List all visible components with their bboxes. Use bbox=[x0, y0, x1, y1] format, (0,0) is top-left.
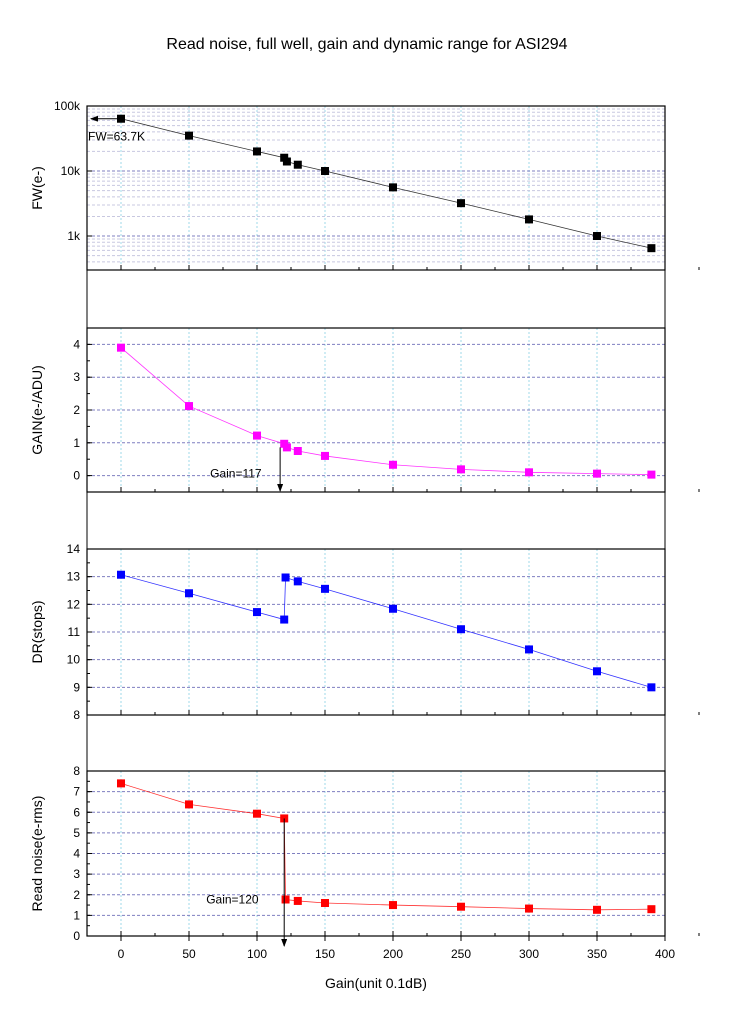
data-point bbox=[282, 157, 291, 166]
data-point bbox=[253, 608, 261, 617]
data-point bbox=[253, 809, 261, 818]
data-point bbox=[457, 625, 465, 634]
x-tick-label: 200 bbox=[383, 947, 403, 961]
data-point bbox=[525, 904, 533, 913]
x-axis-label: Gain(unit 0.1dB) bbox=[325, 975, 427, 991]
y-axis-label: FW(e-) bbox=[29, 166, 45, 210]
y-tick-label: 0 bbox=[73, 469, 80, 483]
y-tick-label: 1 bbox=[73, 436, 80, 450]
y-tick-label: 6 bbox=[73, 805, 80, 819]
data-point bbox=[282, 443, 291, 452]
series-line bbox=[120, 118, 652, 249]
data-point bbox=[253, 147, 261, 156]
data-point bbox=[457, 465, 465, 474]
data-point bbox=[293, 160, 302, 169]
data-point bbox=[593, 232, 601, 241]
data-point bbox=[321, 584, 329, 593]
y-tick-label: 2 bbox=[73, 888, 80, 902]
y-tick-label: 1 bbox=[73, 908, 80, 922]
plot-area: 1k10k100kFW(e-)FW=63.7K01234GAIN(e-/ADU)… bbox=[29, 99, 700, 961]
data-point bbox=[321, 451, 329, 460]
y-tick-label: 4 bbox=[73, 337, 80, 351]
x-tick-label: 150 bbox=[315, 947, 335, 961]
panel-frame bbox=[86, 327, 666, 493]
data-point bbox=[280, 615, 289, 624]
chart-title: Read noise, full well, gain and dynamic … bbox=[166, 36, 567, 53]
data-point bbox=[185, 589, 193, 598]
y-axis-label: GAIN(e-/ADU) bbox=[29, 365, 45, 454]
data-point bbox=[457, 902, 465, 911]
data-point bbox=[117, 779, 125, 788]
y-tick-label: 3 bbox=[73, 867, 80, 881]
y-tick-label: 8 bbox=[73, 764, 80, 778]
annotation-label: Gain=117 bbox=[210, 466, 262, 480]
data-point bbox=[647, 470, 656, 479]
y-tick-label: 0 bbox=[73, 929, 80, 943]
data-point bbox=[281, 573, 290, 582]
y-tick-label: 8 bbox=[73, 708, 80, 722]
data-point bbox=[321, 899, 329, 907]
data-point bbox=[593, 667, 601, 676]
data-point bbox=[389, 183, 397, 192]
y-tick-label: 12 bbox=[67, 597, 81, 611]
panel-frame bbox=[86, 548, 666, 716]
y-tick-label: 3 bbox=[73, 370, 80, 384]
y-tick-label: 11 bbox=[68, 625, 81, 639]
y-tick-label: 14 bbox=[67, 542, 81, 556]
y-tick-label: 9 bbox=[73, 680, 80, 694]
data-point bbox=[525, 468, 533, 477]
x-tick-label: 350 bbox=[587, 947, 607, 961]
x-tick-label: 400 bbox=[655, 947, 675, 961]
annotation-label: Gain=120 bbox=[206, 892, 259, 906]
data-point bbox=[593, 905, 601, 914]
x-tick-label: 50 bbox=[182, 947, 196, 961]
annotation-label: FW=63.7K bbox=[88, 130, 145, 144]
data-point bbox=[525, 645, 533, 654]
data-point bbox=[185, 800, 193, 809]
y-tick-label: 1k bbox=[67, 229, 81, 243]
y-tick-label: 4 bbox=[73, 847, 80, 861]
y-tick-label: 100k bbox=[54, 99, 81, 113]
data-point bbox=[281, 895, 290, 904]
data-point bbox=[647, 683, 656, 692]
series-line bbox=[120, 574, 652, 688]
y-axis-label: DR(stops) bbox=[29, 600, 45, 663]
data-point bbox=[293, 577, 302, 586]
data-point bbox=[525, 215, 533, 224]
data-point bbox=[185, 402, 193, 411]
data-point bbox=[593, 469, 601, 478]
data-point bbox=[293, 896, 302, 905]
x-tick-label: 0 bbox=[118, 947, 125, 961]
panel-frame bbox=[86, 770, 666, 937]
data-point bbox=[389, 460, 397, 469]
data-point bbox=[389, 901, 397, 910]
x-tick-label: 100 bbox=[247, 947, 267, 961]
y-axis-label: Read noise(e-rms) bbox=[29, 796, 45, 912]
data-point bbox=[321, 167, 329, 176]
y-tick-label: 10 bbox=[67, 653, 81, 667]
series-line bbox=[120, 347, 652, 476]
data-point bbox=[185, 131, 193, 140]
x-tick-label: 250 bbox=[451, 947, 471, 961]
data-point bbox=[457, 199, 465, 208]
data-point bbox=[117, 570, 125, 579]
data-point bbox=[117, 343, 125, 352]
y-tick-label: 7 bbox=[73, 785, 80, 799]
data-point bbox=[647, 244, 656, 253]
data-point bbox=[389, 604, 397, 613]
y-tick-label: 13 bbox=[67, 570, 81, 584]
data-point bbox=[253, 431, 261, 440]
panel-frame bbox=[86, 105, 666, 271]
data-point bbox=[293, 447, 302, 455]
y-tick-label: 5 bbox=[73, 826, 80, 840]
data-point bbox=[647, 905, 656, 914]
y-tick-label: 10k bbox=[61, 164, 81, 178]
x-tick-label: 300 bbox=[519, 947, 539, 961]
series-line bbox=[120, 782, 652, 911]
y-tick-label: 2 bbox=[73, 403, 80, 417]
